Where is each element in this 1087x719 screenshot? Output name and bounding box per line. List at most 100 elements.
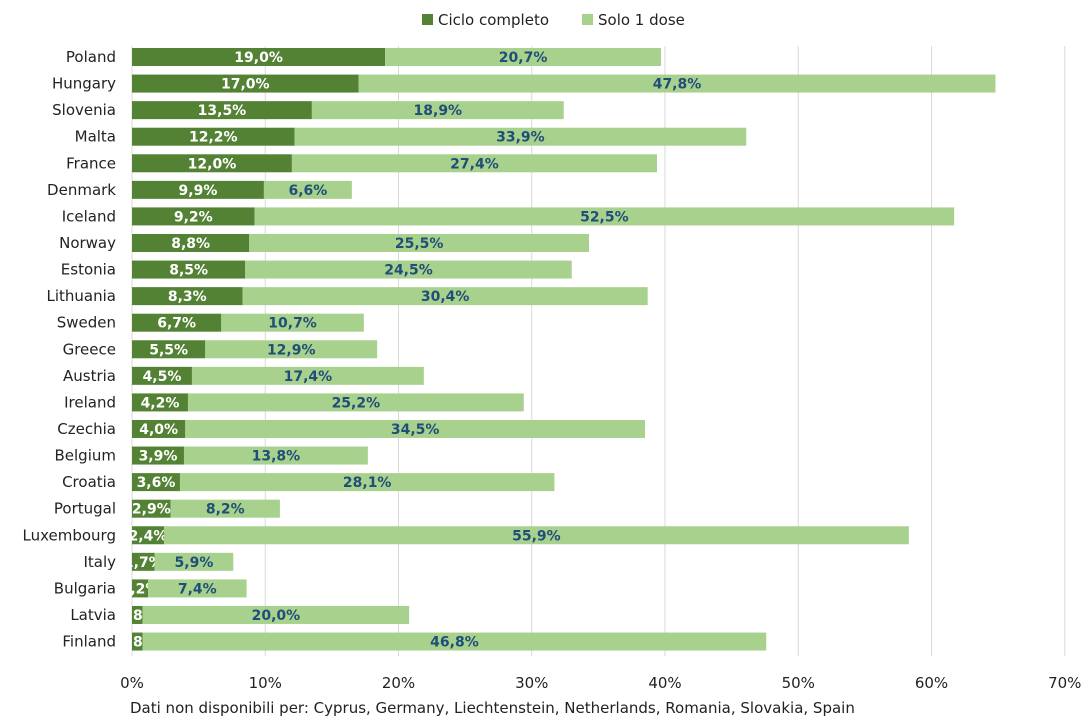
bar-1-15 [183,446,368,465]
data-label-1-13: 25,2% [332,395,381,411]
data-label-1-11: 12,9% [267,342,316,358]
data-label-1-6: 52,5% [580,209,629,225]
data-label-1-22: 46,8% [430,635,479,651]
data-label-0-10: 6,7% [157,316,196,332]
bar-0-14 [132,419,186,438]
x-tick-label-7: 70% [1048,674,1081,692]
data-label-0-15: 3,9% [139,449,178,465]
data-label-1-14: 34,5% [391,422,440,438]
data-label-1-18: 55,9% [512,528,561,544]
category-label-5: Denmark [47,181,116,199]
category-label-22: Finland [62,633,116,651]
category-label-2: Slovenia [52,101,116,119]
bar-1-0 [385,48,662,66]
category-label-17: Portugal [54,500,116,518]
bar-0-10 [132,313,222,332]
data-label-0-18: 2,4% [129,528,168,544]
data-label-1-10: 10,7% [268,316,317,332]
bar-1-5 [263,180,352,199]
bar-1-4 [291,154,658,173]
bar-0-2 [132,101,312,120]
data-label-0-13: 4,2% [141,395,180,411]
bar-1-22 [142,632,767,651]
category-label-11: Greece [63,340,116,358]
data-label-0-6: 9,2% [174,209,213,225]
category-label-0: Poland [66,48,116,66]
data-label-0-16: 3,6% [137,475,176,491]
data-label-0-17: 2,9% [132,502,171,518]
category-label-7: Norway [59,234,116,252]
bar-1-11 [205,340,378,359]
bar-1-1 [358,74,996,93]
bar-1-16 [179,473,555,492]
data-label-0-2: 13,5% [198,103,247,119]
x-tick-label-2: 20% [382,674,415,692]
bar-1-8 [245,260,572,279]
x-tick-label-6: 60% [915,674,948,692]
legend-label-1: Solo 1 dose [598,11,685,29]
category-label-9: Lithuania [47,287,116,305]
bar-1-9 [242,287,648,306]
bar-0-12 [132,366,192,385]
data-label-0-14: 4,0% [139,422,178,438]
legend-label-0: Ciclo completo [438,11,549,29]
category-label-16: Croatia [62,473,116,491]
data-label-1-12: 17,4% [284,369,333,385]
bar-0-7 [132,233,250,252]
x-tick-label-4: 40% [648,674,681,692]
bar-1-10 [221,313,364,332]
data-label-1-0: 20,7% [499,50,548,66]
legend: Ciclo completo Solo 1 dose [422,11,685,29]
data-label-0-5: 9,9% [179,183,218,199]
data-label-1-20: 7,4% [178,581,217,597]
data-label-0-0: 19,0% [234,50,283,66]
data-label-0-19: 1,7% [124,555,163,571]
x-tick-label-0: 0% [120,674,144,692]
category-label-15: Belgium [55,447,117,465]
data-label-1-8: 24,5% [384,263,433,279]
bar-1-20 [147,579,247,598]
category-label-8: Estonia [61,261,116,279]
data-label-1-17: 8,2% [206,502,245,518]
data-label-0-12: 4,5% [143,369,182,385]
bar-0-9 [132,287,243,306]
bar-1-21 [142,605,410,624]
data-label-1-3: 33,9% [496,130,545,146]
data-label-1-9: 30,4% [421,289,470,305]
data-label-1-16: 28,1% [343,475,392,491]
bar-1-13 [187,393,524,412]
bars: 19,0% 20,7% 17,0% 47,8% 13,5% 18,9% 12,2% 33,9%… [118,48,996,651]
category-label-3: Malta [75,128,116,146]
data-label-1-4: 27,4% [450,156,499,172]
bar-1-2 [311,101,564,120]
data-label-0-7: 8,8% [171,236,210,252]
bar-1-18 [163,526,909,545]
category-label-20: Bulgaria [54,579,116,597]
category-label-12: Austria [63,367,116,385]
bar-1-17 [170,499,280,518]
category-label-13: Ireland [64,393,116,411]
category-label-21: Latvia [70,606,116,624]
bar-0-20 [132,579,148,598]
category-labels: Poland Hungary Slovenia Malta France Denmark I… [23,48,117,651]
x-tick-label-1: 10% [249,674,282,692]
category-label-14: Czechia [57,420,116,438]
legend-swatch-1 [582,14,593,25]
bar-1-19 [154,552,234,571]
bar-0-3 [132,127,295,146]
data-label-0-3: 12,2% [189,130,238,146]
bar-0-19 [132,552,155,571]
data-label-1-19: 5,9% [175,555,214,571]
bar-0-5 [132,180,264,199]
bar-0-21 [132,605,143,624]
category-label-18: Luxembourg [23,526,117,544]
bar-0-22 [132,632,143,651]
bar-0-6 [132,207,255,226]
data-label-0-9: 8,3% [168,289,207,305]
bar-1-3 [294,127,747,146]
category-label-6: Iceland [62,207,116,225]
bar-0-18 [132,526,164,545]
bar-1-6 [254,207,955,226]
